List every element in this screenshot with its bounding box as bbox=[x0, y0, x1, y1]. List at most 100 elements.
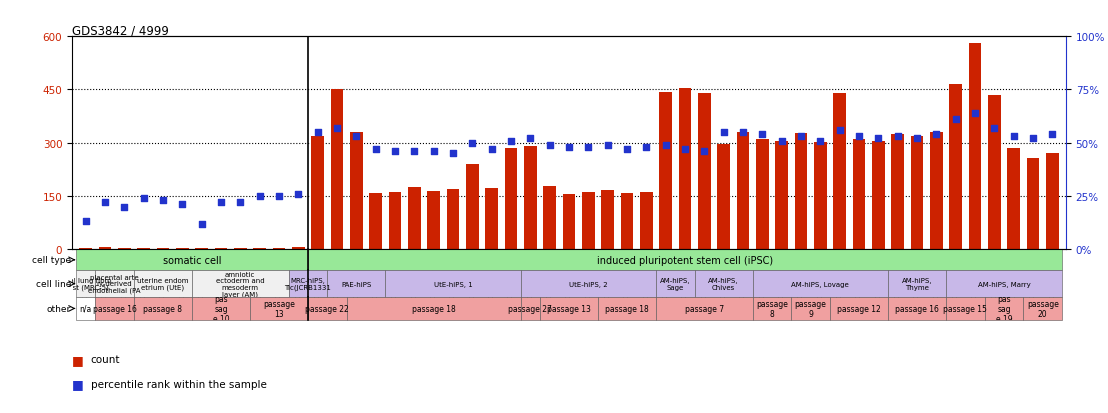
Bar bbox=[752, 271, 888, 297]
Bar bbox=[386, 271, 521, 297]
Bar bbox=[776, 142, 788, 249]
Point bbox=[250, 193, 268, 200]
Bar bbox=[389, 192, 401, 249]
Point bbox=[502, 138, 520, 145]
Point bbox=[870, 136, 888, 142]
Text: percentile rank within the sample: percentile rank within the sample bbox=[91, 379, 267, 389]
Point bbox=[985, 125, 1003, 132]
Bar bbox=[950, 85, 962, 249]
Bar bbox=[369, 194, 382, 249]
Bar bbox=[327, 271, 386, 297]
Point bbox=[541, 142, 558, 149]
Bar bbox=[598, 297, 656, 320]
Point bbox=[560, 144, 577, 151]
Point bbox=[696, 149, 714, 155]
Text: MRC-hiPS,
Tic(JCRB1331: MRC-hiPS, Tic(JCRB1331 bbox=[285, 278, 331, 290]
Text: uterine endom
etrium (UtE): uterine endom etrium (UtE) bbox=[137, 278, 188, 290]
Bar bbox=[134, 271, 192, 297]
Text: somatic cell: somatic cell bbox=[163, 255, 222, 265]
Bar bbox=[311, 136, 324, 249]
Bar bbox=[524, 147, 536, 249]
Text: cell line: cell line bbox=[35, 280, 71, 289]
Bar bbox=[408, 188, 421, 249]
Bar bbox=[602, 190, 614, 249]
Point bbox=[811, 138, 829, 145]
Bar bbox=[656, 297, 752, 320]
Text: count: count bbox=[91, 354, 121, 364]
Bar bbox=[830, 297, 888, 320]
Point bbox=[676, 147, 694, 153]
Bar bbox=[250, 297, 308, 320]
Bar bbox=[521, 271, 656, 297]
Bar bbox=[563, 195, 575, 249]
Point bbox=[889, 134, 906, 140]
Bar bbox=[791, 297, 830, 320]
Text: passage 8: passage 8 bbox=[143, 304, 183, 313]
Bar bbox=[117, 248, 131, 249]
Text: AM-hiPS, Marry: AM-hiPS, Marry bbox=[977, 281, 1030, 287]
Point bbox=[406, 149, 423, 155]
Bar bbox=[911, 137, 923, 249]
Bar bbox=[293, 248, 305, 249]
Point bbox=[444, 151, 462, 157]
Point bbox=[792, 134, 810, 140]
Bar bbox=[350, 133, 362, 249]
Bar bbox=[192, 297, 250, 320]
Text: passage 18: passage 18 bbox=[605, 304, 649, 313]
Bar bbox=[1024, 297, 1063, 320]
Point bbox=[522, 136, 540, 142]
Bar bbox=[428, 192, 440, 249]
Text: UtE-hiPS, 2: UtE-hiPS, 2 bbox=[570, 281, 607, 287]
Bar bbox=[447, 190, 459, 249]
Bar bbox=[521, 297, 540, 320]
Bar bbox=[330, 90, 343, 249]
Point bbox=[1024, 136, 1042, 142]
Point bbox=[618, 147, 636, 153]
Point bbox=[966, 110, 984, 117]
Point bbox=[831, 127, 849, 134]
Bar bbox=[717, 145, 730, 249]
Text: passage 12: passage 12 bbox=[838, 304, 881, 313]
Text: PAE-hiPS: PAE-hiPS bbox=[341, 281, 371, 287]
Text: passage 22: passage 22 bbox=[306, 304, 349, 313]
Point bbox=[715, 129, 732, 136]
Point bbox=[386, 149, 403, 155]
Point bbox=[850, 134, 868, 140]
Point bbox=[270, 193, 288, 200]
Point bbox=[947, 117, 965, 123]
Text: passage
13: passage 13 bbox=[263, 299, 295, 318]
Bar bbox=[347, 297, 521, 320]
Point bbox=[289, 191, 307, 198]
Bar bbox=[892, 135, 904, 249]
Text: cell type: cell type bbox=[32, 256, 71, 265]
Bar bbox=[543, 187, 556, 249]
Text: placental arte
ry-derived
endothelial (PA: placental arte ry-derived endothelial (P… bbox=[89, 274, 141, 294]
Bar bbox=[853, 140, 865, 249]
Bar bbox=[756, 140, 769, 249]
Text: passage 27: passage 27 bbox=[509, 304, 552, 313]
Point bbox=[753, 132, 771, 138]
Bar bbox=[888, 297, 946, 320]
Point bbox=[927, 132, 945, 138]
Point bbox=[637, 144, 655, 151]
Text: n/a: n/a bbox=[80, 304, 92, 313]
Point bbox=[483, 147, 501, 153]
Bar bbox=[134, 297, 192, 320]
Bar bbox=[888, 271, 946, 297]
Bar bbox=[968, 44, 982, 249]
Point bbox=[367, 147, 384, 153]
Text: passage
9: passage 9 bbox=[794, 299, 827, 318]
Bar bbox=[288, 271, 327, 297]
Bar bbox=[833, 94, 845, 249]
Bar bbox=[620, 194, 634, 249]
Bar bbox=[99, 248, 111, 249]
Bar bbox=[1027, 158, 1039, 249]
Bar bbox=[930, 133, 943, 249]
Bar bbox=[814, 142, 827, 249]
Text: ■: ■ bbox=[72, 377, 84, 391]
Bar bbox=[794, 133, 808, 249]
Text: GDS3842 / 4999: GDS3842 / 4999 bbox=[72, 24, 168, 37]
Text: induced pluripotent stem cell (iPSC): induced pluripotent stem cell (iPSC) bbox=[597, 255, 773, 265]
Text: passage 16: passage 16 bbox=[93, 304, 136, 313]
Point bbox=[598, 142, 616, 149]
